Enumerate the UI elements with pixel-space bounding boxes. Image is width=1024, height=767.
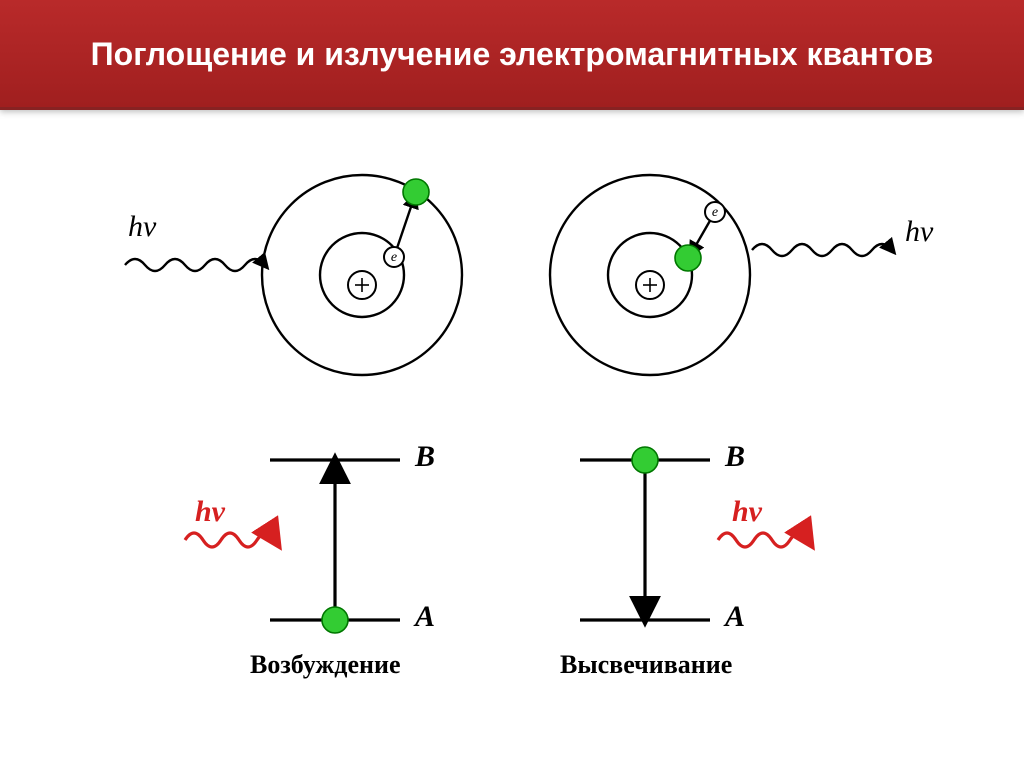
photon-label-top-right: hν xyxy=(905,215,933,249)
photon-wave-left-black xyxy=(125,259,265,271)
photon-wave-right-black xyxy=(752,244,892,256)
caption-right: Высвечивание xyxy=(560,650,732,680)
levels-right xyxy=(580,447,808,620)
atom-left: e xyxy=(125,175,462,375)
photon-label-bottom-right: hν xyxy=(732,495,762,529)
title-bar: Поглощение и излучение электромагнитных … xyxy=(0,0,1024,110)
photon-label-top-left: hν xyxy=(128,210,156,244)
level-label-B-right: B xyxy=(725,440,745,474)
photon-label-bottom-left: hν xyxy=(195,495,225,529)
photon-wave-left-red xyxy=(185,533,275,547)
electron-final-left xyxy=(403,179,429,205)
physics-diagram: e e xyxy=(0,110,1024,767)
page-title: Поглощение и излучение электромагнитных … xyxy=(91,34,934,74)
electron-final-right xyxy=(675,245,701,271)
svg-text:e: e xyxy=(712,205,718,220)
svg-text:e: e xyxy=(391,250,397,265)
caption-left: Возбуждение xyxy=(250,650,401,680)
photon-wave-right-red xyxy=(718,533,808,547)
level-label-A-right: A xyxy=(725,600,745,634)
level-label-B-left: B xyxy=(415,440,435,474)
levels-left xyxy=(185,460,400,633)
atom-right: e xyxy=(550,175,892,375)
level-label-A-left: A xyxy=(415,600,435,634)
diagram-area: e e xyxy=(0,110,1024,767)
